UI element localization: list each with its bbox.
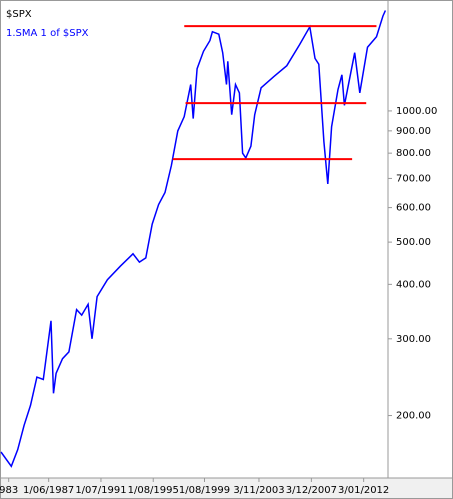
x-tick-label: 3/11/2003 — [233, 485, 284, 496]
y-tick-label: 500.00 — [396, 237, 431, 248]
x-tick-label: 1/08/1995 — [128, 485, 179, 496]
x-tick-label: 1/06/1987 — [23, 485, 74, 496]
y-tick-label: 800.00 — [396, 148, 431, 159]
y-tick-label: 600.00 — [396, 203, 431, 214]
x-axis-band — [1, 478, 452, 498]
y-tick-label: 700.00 — [396, 173, 431, 184]
x-tick-label: 1/07/1991 — [75, 485, 126, 496]
y-tick-label: 1000.00 — [396, 106, 437, 117]
x-tick-label: 3/12/2007 — [286, 485, 337, 496]
x-tick-label: 3/01/2012 — [338, 485, 389, 496]
legend-title: $SPX — [6, 9, 32, 20]
price-line — [0, 10, 387, 468]
y-tick-label: 200.00 — [396, 411, 431, 422]
x-tick-label: 1/08/1999 — [179, 485, 230, 496]
x-tick-label: 983 — [0, 485, 18, 496]
y-tick-label: 400.00 — [396, 279, 431, 290]
y-tick-label: 900.00 — [396, 126, 431, 137]
y-tick-label: 300.00 — [396, 334, 431, 345]
legend-series: 1.SMA 1 of $SPX — [6, 28, 89, 39]
